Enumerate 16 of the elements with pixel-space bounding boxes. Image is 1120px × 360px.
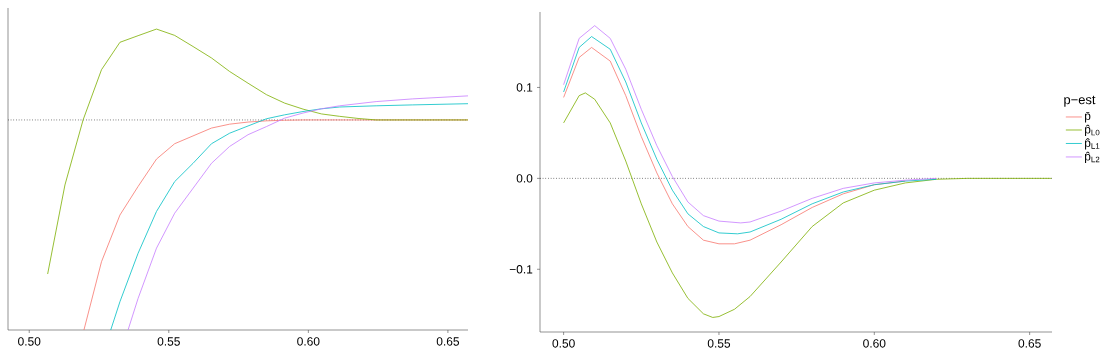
x-tick-label: 0.60 [297, 337, 320, 346]
x-tick-label: 0.60 [863, 339, 886, 348]
x-tick-label: 0.55 [157, 337, 180, 346]
legend-label: p̄ [1085, 112, 1091, 123]
x-tick-label: 0.65 [1018, 339, 1041, 348]
legend-label: p̂$_{L1}$ [1085, 138, 1100, 150]
y-tick-label: 0.0 [516, 174, 533, 183]
x-tick-label: 0.50 [552, 339, 575, 348]
x-tick-label: 0.65 [436, 337, 460, 346]
x-tick-label: 0.55 [707, 339, 731, 348]
legend-title: p−est [1064, 95, 1096, 107]
y-tick-label: 0.1 [516, 83, 533, 92]
y-tick-label: −0.1 [509, 265, 533, 274]
legend-label: p̂$_{L0}$ [1085, 124, 1100, 136]
legend-label: p̂$_{L2}$ [1085, 151, 1100, 163]
x-tick-label: 0.50 [18, 337, 41, 346]
